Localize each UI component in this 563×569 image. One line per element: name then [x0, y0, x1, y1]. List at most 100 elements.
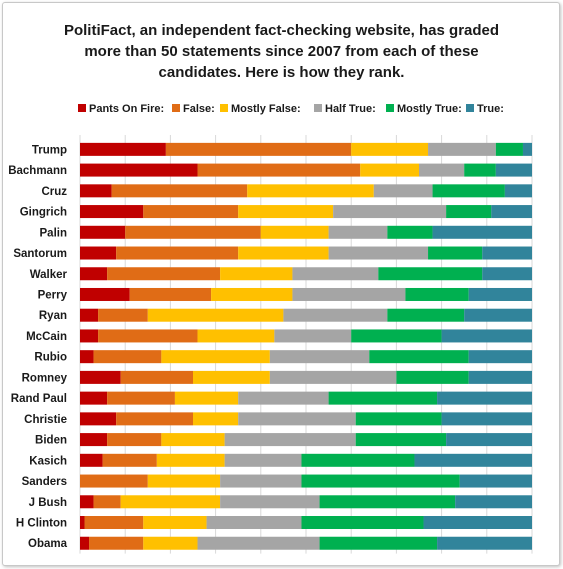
bar-2-2 — [247, 184, 374, 198]
bar-9-3 — [274, 329, 352, 343]
bar-9-5 — [441, 329, 532, 343]
title-line-1: PolitiFact, an independent fact-checking… — [63, 22, 500, 39]
category-label-1: Bachmann — [8, 165, 67, 177]
bar-6-3 — [292, 267, 379, 281]
bar-7-2 — [211, 287, 293, 301]
bar-10-3 — [269, 350, 370, 364]
bar-17-5 — [455, 495, 532, 509]
bar-7-0 — [80, 287, 130, 301]
category-label-18: H Clinton — [16, 518, 67, 530]
bar-18-5 — [423, 516, 532, 529]
category-label-3: Gingrich — [20, 207, 67, 219]
bar-10-2 — [161, 350, 270, 364]
bar-4-4 — [387, 225, 433, 239]
category-label-9: McCain — [26, 331, 67, 343]
bar-1-1 — [197, 163, 361, 177]
bar-5-0 — [80, 246, 117, 260]
bar-19-5 — [437, 536, 532, 550]
bar-12-4 — [328, 391, 438, 405]
grid — [79, 135, 533, 554]
category-label-2: Cruz — [41, 186, 67, 198]
bar-6-1 — [107, 267, 221, 281]
bar-13-1 — [116, 412, 193, 426]
legend-label-1: False: — [183, 103, 215, 115]
legend-label-4: Mostly True: — [397, 103, 462, 115]
bar-17-3 — [220, 495, 320, 509]
category-label-10: Rubio — [34, 352, 67, 364]
legend-swatch-4 — [386, 104, 394, 112]
bar-14-2 — [161, 433, 225, 447]
bar-11-1 — [120, 370, 193, 384]
bar-5-2 — [238, 246, 329, 260]
legend-swatch-2 — [220, 104, 228, 112]
bar-18-0 — [80, 516, 85, 529]
bar-19-0 — [80, 536, 90, 550]
bar-0-4 — [495, 142, 523, 156]
category-label-5: Santorum — [13, 248, 67, 260]
bar-11-0 — [80, 370, 121, 384]
bar-10-4 — [369, 350, 469, 364]
bar-15-0 — [80, 453, 103, 467]
bar-19-1 — [89, 536, 144, 550]
bar-14-5 — [446, 433, 532, 447]
legend-swatch-0 — [78, 104, 86, 112]
bar-8-0 — [80, 308, 99, 322]
category-label-6: Walker — [30, 269, 68, 281]
bar-15-1 — [102, 453, 157, 467]
bar-11-3 — [269, 370, 397, 384]
bar-2-3 — [373, 184, 433, 198]
chart-title: PolitiFact, an independent fact-checking… — [0, 20, 563, 83]
bar-4-3 — [328, 225, 388, 239]
bar-13-0 — [80, 412, 117, 426]
bar-19-4 — [319, 536, 438, 550]
bar-3-5 — [491, 205, 532, 219]
category-label-14: Biden — [35, 435, 67, 447]
bar-15-5 — [414, 453, 532, 467]
title-line-2: more than 50 statements since 2007 from … — [84, 43, 479, 60]
bar-13-3 — [238, 412, 356, 426]
bar-5-4 — [428, 246, 483, 260]
bar-13-4 — [355, 412, 442, 426]
legend: Pants On Fire: False: Mostly False: Half Tr… — [78, 103, 504, 115]
bar-2-0 — [80, 184, 112, 198]
bar-1-0 — [80, 163, 198, 177]
legend-label-0: Pants On Fire: — [89, 103, 164, 115]
bar-4-5 — [432, 225, 532, 239]
legend-label-3: Half True: — [325, 103, 376, 115]
bar-14-4 — [355, 433, 447, 447]
bar-5-1 — [116, 246, 239, 260]
bar-9-2 — [197, 329, 275, 343]
bar-12-0 — [80, 391, 108, 405]
bar-11-2 — [193, 370, 270, 384]
category-label-12: Rand Paul — [11, 393, 67, 405]
bar-11-4 — [396, 370, 469, 384]
bar-17-1 — [93, 495, 121, 509]
bar-6-2 — [220, 267, 293, 281]
bar-9-1 — [98, 329, 198, 343]
bar-17-4 — [319, 495, 456, 509]
bar-5-5 — [482, 246, 532, 260]
bar-14-0 — [80, 433, 108, 447]
legend-swatch-5 — [466, 104, 474, 112]
bar-12-3 — [238, 391, 329, 405]
category-label-17: J Bush — [29, 497, 67, 509]
bar-2-5 — [504, 184, 532, 198]
bar-18-2 — [143, 516, 207, 529]
bar-16-3 — [220, 474, 302, 488]
bar-4-0 — [80, 225, 126, 239]
legend-label-5: True: — [477, 103, 504, 115]
bar-15-4 — [301, 453, 415, 467]
category-label-4: Palin — [40, 227, 67, 239]
bar-0-3 — [428, 142, 496, 156]
bar-7-1 — [129, 287, 212, 301]
bar-6-5 — [482, 267, 532, 281]
bar-19-2 — [143, 536, 198, 550]
bar-17-0 — [80, 495, 94, 509]
bar-0-0 — [80, 142, 166, 156]
bar-10-0 — [80, 350, 94, 364]
bar-3-2 — [238, 205, 334, 219]
bar-8-2 — [147, 308, 284, 322]
bar-0-1 — [165, 142, 352, 156]
bar-2-1 — [111, 184, 248, 198]
